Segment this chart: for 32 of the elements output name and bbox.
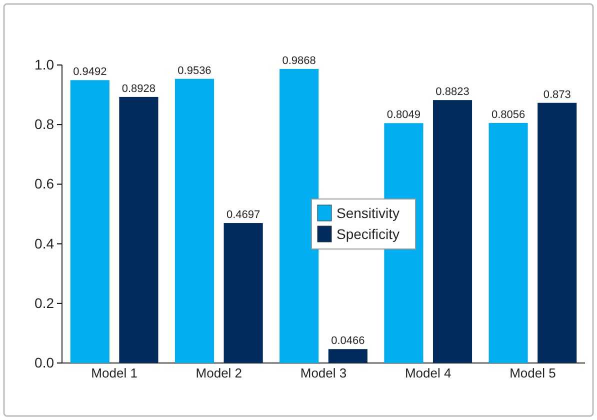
x-tick-label: Model 3 [300,366,347,381]
data-label: 0.0466 [331,335,365,348]
bar [538,102,577,363]
bar [328,349,368,363]
legend-label: Specificity [336,226,400,242]
bar [280,68,319,363]
y-tick-label: 0.0 [34,354,54,370]
y-tick-label: 0.8 [34,116,54,132]
x-tick-label: Model 5 [510,366,556,381]
bar [119,96,158,363]
bar [488,122,528,363]
data-label: 0.4697 [226,209,260,222]
data-label: 0.8928 [122,82,156,95]
x-tick-label: Model 4 [404,366,452,381]
x-tick-label: Model 2 [196,366,242,381]
data-label: 0.9492 [73,66,107,78]
bar [70,80,110,363]
x-tick-label: Model 1 [91,366,138,381]
data-label: 0.873 [543,88,571,101]
y-tick-label: 0.4 [34,235,54,252]
data-label: 0.9536 [178,64,212,77]
bar [174,78,214,363]
y-tick-label: 1.0 [34,56,54,72]
data-label: 0.8056 [491,108,526,121]
bar [224,223,263,363]
data-label: 0.8823 [436,86,470,98]
y-tick-label: 0.2 [34,294,54,311]
legend-label: Sensitivity [336,205,400,221]
data-label: 0.8049 [386,109,421,122]
bar [432,100,472,363]
data-label: 0.9868 [282,54,316,67]
y-tick-label: 0.6 [34,176,54,192]
